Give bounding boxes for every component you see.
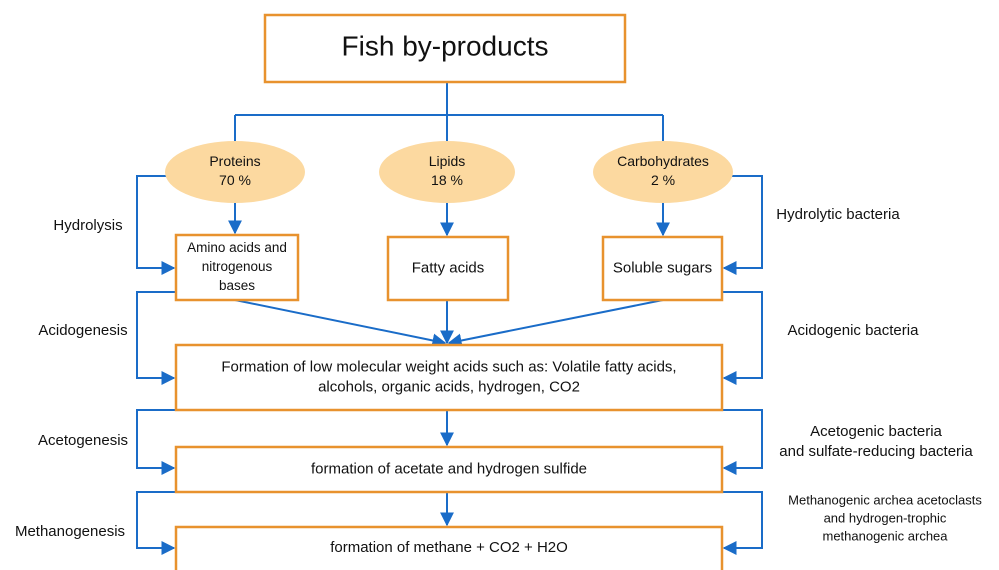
label-line: Lipids	[429, 153, 466, 169]
label-line: formation of acetate and hydrogen sulfid…	[311, 460, 587, 477]
label-line: Soluble sugars	[613, 259, 712, 276]
label-line: and sulfate-reducing bacteria	[779, 443, 973, 460]
stage-label: Acidogenesis	[38, 322, 127, 339]
label-line: 70 %	[219, 172, 251, 188]
label-line: formation of methane + CO2 + H2O	[330, 539, 568, 556]
connectors	[136, 82, 763, 555]
nodes: Proteins 70 % Lipids 18 % Carbohydrates 2 % Am…	[165, 141, 733, 570]
node-box	[174, 343, 724, 412]
node-ellipse	[379, 141, 515, 203]
node-box	[386, 235, 510, 302]
label-line: and hydrogen-trophic	[824, 510, 947, 525]
label-line: nitrogenous	[202, 259, 273, 274]
title: Fish by-products	[342, 30, 549, 61]
node-ellipse	[165, 141, 305, 203]
stage-label: Methanogenesis	[15, 523, 125, 540]
label-line: Carbohydrates	[617, 153, 709, 169]
label-line: 2 %	[651, 172, 675, 188]
label-line: methanogenic archea	[822, 528, 948, 543]
node-box	[601, 235, 724, 302]
label-line: Fatty acids	[412, 259, 485, 276]
label-line: Proteins	[209, 153, 260, 169]
label-line: Acidogenic bacteria	[788, 322, 920, 339]
label-line: Acetogenic bacteria	[810, 423, 942, 440]
label-line: 18 %	[431, 172, 463, 188]
node-box	[174, 525, 724, 570]
label-line: alcohols, organic acids, hydrogen, CO2	[318, 378, 580, 395]
title-box	[263, 13, 627, 84]
label-line: Formation of low molecular weight acids …	[221, 358, 676, 375]
stage-label: Acetogenesis	[38, 432, 128, 449]
node-box	[174, 233, 300, 302]
labels: Hydrolysis Acidogenesis Acetogenesis Methan…	[15, 206, 982, 543]
node-box	[174, 445, 724, 494]
label-line: Hydrolytic bacteria	[776, 206, 900, 223]
stage-label: Hydrolysis	[53, 217, 122, 234]
label-line: Methanogenic archea acetoclasts	[788, 492, 982, 507]
label-line: Amino acids and	[187, 240, 287, 255]
node-ellipse	[593, 141, 733, 203]
label-line: bases	[219, 278, 255, 293]
